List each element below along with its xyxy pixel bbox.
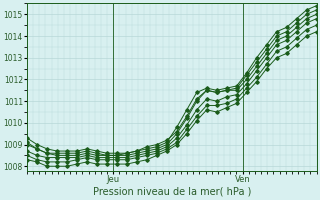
X-axis label: Pression niveau de la mer( hPa ): Pression niveau de la mer( hPa )	[92, 187, 251, 197]
